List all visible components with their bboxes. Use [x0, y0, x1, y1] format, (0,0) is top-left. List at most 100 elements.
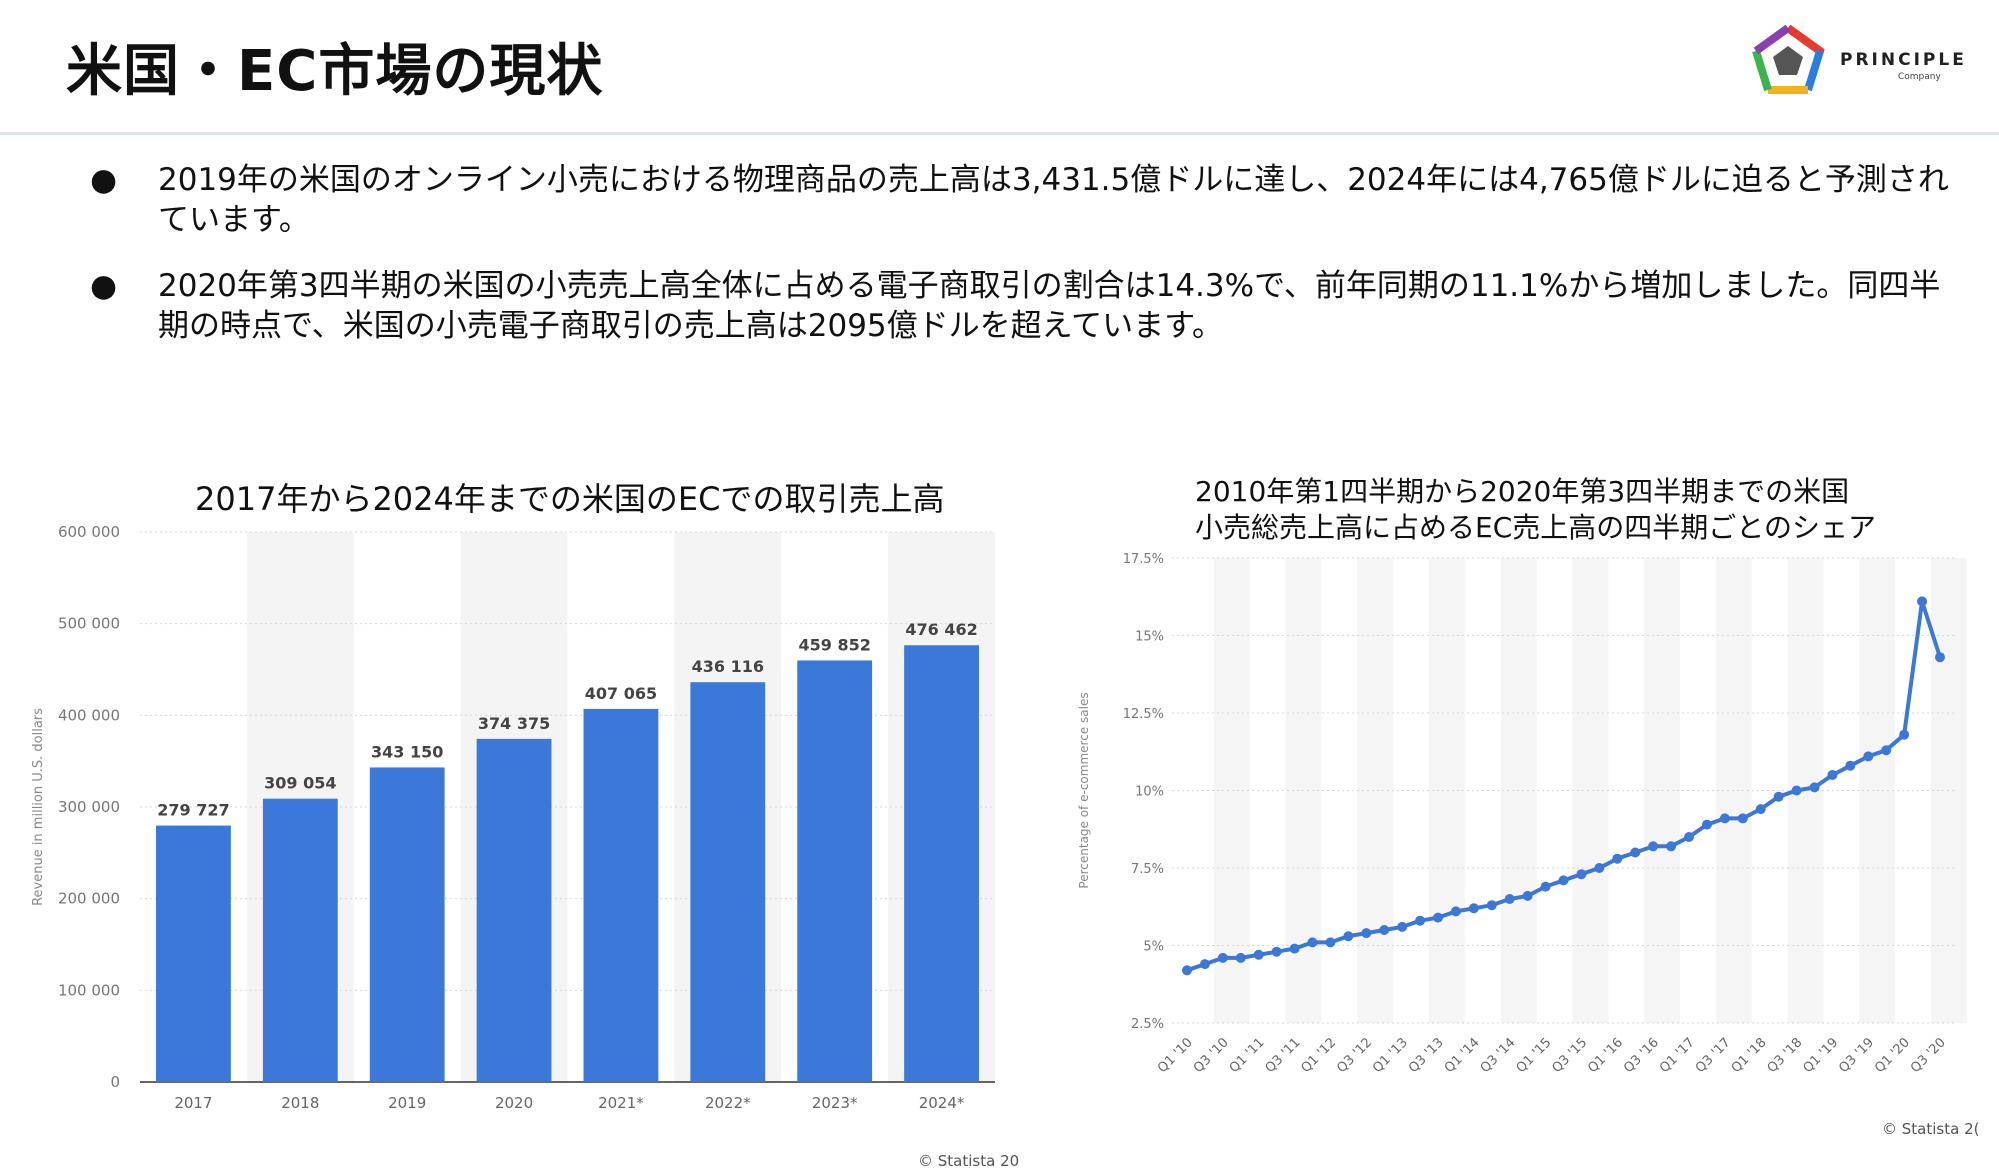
data-point	[1271, 946, 1282, 957]
y-tick-label: 5%	[1143, 940, 1164, 955]
bar	[904, 645, 979, 1082]
y-tick-label: 7.5%	[1131, 862, 1164, 877]
x-tick-label: Q1 '11	[1227, 1035, 1268, 1076]
line-chart-source: © Statista 2(	[1882, 1120, 1980, 1138]
x-tick-label: Q3 '18	[1765, 1035, 1806, 1076]
x-tick-label: Q3 '20	[1908, 1035, 1949, 1076]
bar	[476, 738, 552, 1082]
data-point	[1827, 770, 1838, 780]
y-tick-label: 12.5%	[1123, 707, 1164, 722]
x-tick-label: Q1 '15	[1514, 1035, 1555, 1076]
bullet-list: ● 2019年の米国のオンライン小売における物理商品の売上高は3,431.5億ド…	[90, 160, 1970, 372]
company-logo: PRINCIPLE Company	[1748, 22, 1988, 102]
data-point	[1504, 894, 1515, 904]
data-point	[1397, 921, 1408, 932]
data-point	[1737, 813, 1748, 824]
data-point	[1899, 729, 1910, 740]
data-point	[1199, 959, 1210, 970]
bullet-dot: ●	[90, 162, 118, 198]
column-band	[1213, 558, 1250, 1023]
data-point	[1343, 931, 1354, 942]
data-point	[1881, 745, 1892, 756]
x-tick-label: 2017	[174, 1094, 212, 1112]
x-tick-label: Q3 '10	[1191, 1035, 1232, 1076]
bar-chart: 0 100 000 200 000 300 000 400 000 500 000 600 …	[31, 523, 995, 1112]
data-point	[1361, 928, 1372, 939]
x-tick-label: 2019	[388, 1094, 426, 1112]
x-tick-label: Q1 '19	[1800, 1035, 1841, 1076]
x-tick-label: Q1 '17	[1657, 1035, 1698, 1076]
data-point	[1182, 965, 1192, 976]
x-tick-label: Q3 '14	[1478, 1035, 1519, 1076]
line-chart-title-line-1: 2010年第1四半期から2020年第3四半期までの米国	[1195, 475, 1850, 508]
x-tick-label: Q1 '16	[1585, 1035, 1626, 1076]
data-point	[1630, 847, 1641, 858]
bar-chart-title: 2017年から2024年までの米国のECでの取引売上高	[195, 480, 945, 518]
y-tick-label: 200 000	[58, 890, 120, 908]
data-point	[1468, 903, 1479, 914]
x-tick-label: Q3 '15	[1549, 1035, 1590, 1076]
y-tick-label: 2.5%	[1131, 1017, 1164, 1032]
data-point	[1684, 832, 1694, 842]
y-axis-label: Revenue in million U.S. dollars	[31, 708, 46, 906]
bar	[156, 825, 231, 1082]
line-chart-title: 2010年第1四半期から2020年第3四半期までの米国 小売総売上高に占めるEC…	[1195, 474, 1876, 546]
data-point	[1863, 751, 1874, 762]
data-point	[1648, 841, 1659, 852]
bullet-item: ● 2019年の米国のオンライン小売における物理商品の売上高は3,431.5億ド…	[90, 160, 1970, 240]
data-point	[1773, 791, 1784, 802]
bar-value-label: 279 727	[157, 801, 229, 820]
y-tick-label: 17.5%	[1123, 552, 1164, 567]
bar-value-label: 343 150	[371, 742, 443, 761]
bar-value-label: 407 065	[585, 684, 657, 703]
bar-value-label: 436 116	[692, 657, 764, 676]
x-tick-label: Q1 '12	[1298, 1035, 1339, 1076]
line-chart: 2.5% 5% 7.5% 10% 12.5% 15% 17.5% Percentage of …	[1077, 552, 1967, 1076]
bar	[262, 798, 338, 1082]
y-tick-label: 600 000	[58, 523, 120, 541]
data-point	[1935, 652, 1945, 663]
data-point	[1917, 596, 1928, 607]
x-tick-label: Q3 '16	[1621, 1035, 1662, 1076]
y-tick-label: 300 000	[58, 798, 120, 816]
x-tick-label: Q3 '19	[1836, 1035, 1877, 1076]
bullet-text: 2019年の米国のオンライン小売における物理商品の売上高は3,431.5億ドルに…	[158, 162, 1949, 238]
y-tick-label: 500 000	[58, 615, 120, 633]
data-point	[1576, 869, 1587, 880]
logo-subtext: Company	[1898, 72, 1941, 82]
logo-wordmark: PRINCIPLE	[1840, 50, 1967, 70]
y-tick-label: 10%	[1135, 785, 1164, 800]
data-point	[1791, 785, 1802, 796]
data-point	[1415, 915, 1426, 926]
bullet-dot: ●	[90, 268, 118, 304]
data-point	[1235, 952, 1246, 963]
bar	[369, 767, 445, 1082]
x-tick-label: 2021*	[598, 1094, 644, 1112]
x-tick-label: Q3 '12	[1334, 1035, 1375, 1076]
data-point	[1522, 890, 1533, 901]
x-tick-label: Q1 '18	[1729, 1035, 1770, 1076]
data-point	[1540, 881, 1551, 892]
y-tick-label: 100 000	[58, 981, 120, 999]
data-point	[1666, 841, 1677, 852]
x-tick-label: 2018	[281, 1094, 319, 1112]
bullet-item: ● 2020年第3四半期の米国の小売売上高全体に占める電子商取引の割合は14.3…	[90, 266, 1970, 346]
bar	[690, 682, 766, 1082]
title-divider	[0, 132, 1999, 135]
x-tick-label: 2020	[495, 1094, 533, 1112]
x-tick-label: 2023*	[812, 1094, 858, 1112]
data-point	[1755, 804, 1766, 815]
data-point	[1719, 813, 1730, 824]
data-point	[1433, 912, 1443, 923]
column-band	[1429, 558, 1465, 1023]
bar	[583, 708, 659, 1082]
bar-value-label: 374 375	[478, 714, 550, 733]
data-point	[1701, 819, 1712, 830]
x-tick-label: Q1 '20	[1872, 1035, 1913, 1076]
y-tick-label: 15%	[1135, 630, 1164, 645]
page-title: 米国・EC市場の現状	[66, 39, 604, 104]
data-point	[1558, 875, 1569, 886]
bar-chart-source: © Statista 20	[918, 1152, 1020, 1170]
data-point	[1379, 925, 1390, 935]
data-point	[1289, 943, 1300, 954]
